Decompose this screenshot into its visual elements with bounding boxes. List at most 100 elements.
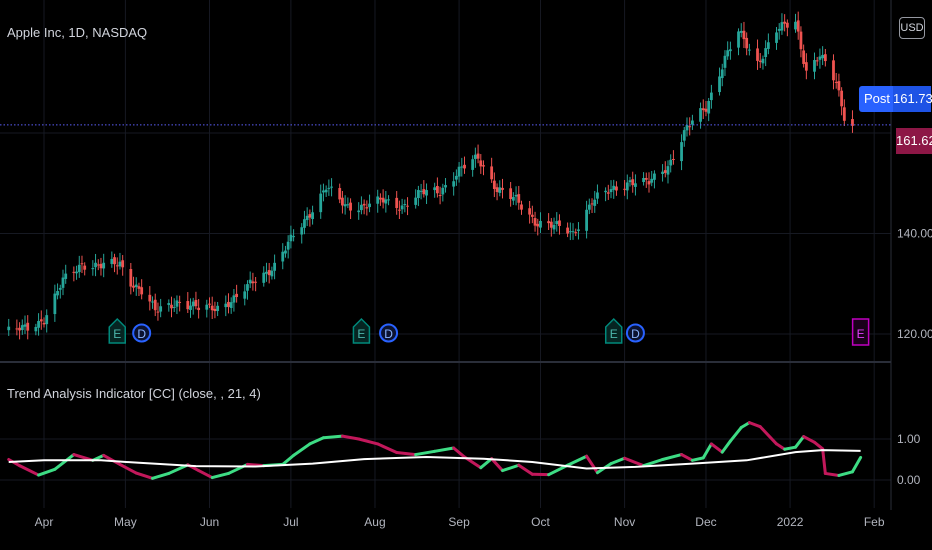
earnings-marker[interactable]: E bbox=[352, 317, 371, 344]
candle-body[interactable] bbox=[395, 197, 399, 208]
candle-body[interactable] bbox=[745, 37, 749, 49]
trend-line-segment[interactable] bbox=[623, 456, 646, 468]
candle-body[interactable] bbox=[661, 171, 664, 174]
candle-body[interactable] bbox=[338, 188, 342, 200]
candle-body[interactable] bbox=[273, 262, 277, 271]
candle-body[interactable] bbox=[357, 210, 361, 213]
candle-body[interactable] bbox=[341, 197, 344, 206]
dividend-marker[interactable]: D bbox=[625, 323, 645, 343]
candle-body[interactable] bbox=[23, 324, 27, 327]
candle-body[interactable] bbox=[61, 277, 65, 288]
candle-body[interactable] bbox=[631, 179, 635, 186]
candle-body[interactable] bbox=[609, 189, 613, 193]
candle-body[interactable] bbox=[362, 203, 366, 206]
trend-line-segment[interactable] bbox=[118, 462, 138, 475]
candle-body[interactable] bbox=[511, 197, 515, 201]
candle-body[interactable] bbox=[435, 186, 439, 194]
candle-body[interactable] bbox=[832, 60, 835, 81]
trend-line-segment[interactable] bbox=[281, 453, 296, 466]
candle-body[interactable] bbox=[80, 263, 84, 265]
candle-body[interactable] bbox=[794, 21, 797, 30]
candle-body[interactable] bbox=[265, 271, 268, 274]
candle-body[interactable] bbox=[384, 199, 388, 204]
candle-body[interactable] bbox=[785, 22, 789, 28]
candle-body[interactable] bbox=[558, 220, 561, 226]
candle-body[interactable] bbox=[34, 326, 38, 332]
candle-body[interactable] bbox=[267, 270, 271, 276]
earnings_upcoming-marker[interactable]: E bbox=[851, 318, 870, 346]
candle-body[interactable] bbox=[159, 306, 163, 312]
candle-body[interactable] bbox=[322, 190, 325, 193]
candle-body[interactable] bbox=[552, 224, 556, 230]
candle-body[interactable] bbox=[604, 190, 607, 193]
candle-body[interactable] bbox=[305, 215, 309, 221]
candle-body[interactable] bbox=[251, 281, 255, 284]
candle-body[interactable] bbox=[593, 199, 597, 206]
candle-body[interactable] bbox=[132, 285, 135, 288]
candle-body[interactable] bbox=[45, 315, 49, 325]
candle-body[interactable] bbox=[476, 153, 480, 159]
candle-body[interactable] bbox=[414, 197, 418, 205]
candle-body[interactable] bbox=[517, 194, 521, 203]
candle-body[interactable] bbox=[837, 81, 841, 91]
candle-body[interactable] bbox=[723, 55, 727, 68]
candle-body[interactable] bbox=[463, 164, 466, 169]
candle-body[interactable] bbox=[77, 264, 81, 273]
candle-body[interactable] bbox=[549, 221, 553, 228]
trend-line-segment[interactable] bbox=[720, 439, 732, 454]
candle-body[interactable] bbox=[349, 202, 352, 211]
candle-body[interactable] bbox=[612, 185, 616, 190]
candle-body[interactable] bbox=[514, 194, 518, 197]
candle-body[interactable] bbox=[547, 221, 551, 224]
candle-body[interactable] bbox=[568, 231, 572, 233]
trend-line-segment[interactable] bbox=[18, 464, 41, 477]
candle-body[interactable] bbox=[758, 60, 762, 62]
candle-body[interactable] bbox=[585, 209, 588, 231]
candle-body[interactable] bbox=[368, 203, 371, 208]
trend-line-segment[interactable] bbox=[340, 434, 361, 441]
candle-body[interactable] bbox=[669, 159, 673, 166]
candle-body[interactable] bbox=[153, 299, 157, 311]
candle-body[interactable] bbox=[360, 204, 363, 211]
candle-body[interactable] bbox=[229, 302, 233, 308]
trend-line-segment[interactable] bbox=[585, 454, 599, 475]
candle-body[interactable] bbox=[482, 165, 485, 167]
candle-body[interactable] bbox=[739, 30, 743, 33]
candle-body[interactable] bbox=[343, 204, 347, 207]
candle-body[interactable] bbox=[842, 107, 846, 121]
trend-line-segment[interactable] bbox=[566, 454, 589, 467]
candle-body[interactable] bbox=[663, 170, 667, 173]
candle-body[interactable] bbox=[403, 204, 407, 206]
candle-body[interactable] bbox=[39, 319, 43, 322]
candle-body[interactable] bbox=[37, 320, 40, 328]
trend-line-segment[interactable] bbox=[210, 471, 230, 480]
candle-body[interactable] bbox=[324, 189, 328, 193]
candle-body[interactable] bbox=[823, 54, 827, 62]
candle-body[interactable] bbox=[205, 304, 209, 310]
candle-body[interactable] bbox=[53, 293, 57, 315]
candle-body[interactable] bbox=[539, 220, 542, 228]
candle-body[interactable] bbox=[194, 299, 198, 307]
trend-line-segment[interactable] bbox=[500, 463, 521, 473]
trend-line-segment[interactable] bbox=[728, 426, 743, 443]
candle-body[interactable] bbox=[574, 232, 578, 234]
candle-body[interactable] bbox=[311, 212, 314, 220]
candle-body[interactable] bbox=[813, 60, 816, 72]
candle-body[interactable] bbox=[270, 270, 274, 277]
trend-line-segment[interactable] bbox=[395, 451, 418, 457]
candle-body[interactable] bbox=[118, 261, 122, 267]
candle-body[interactable] bbox=[102, 262, 106, 269]
candle-body[interactable] bbox=[818, 56, 822, 60]
trend-line-segment[interactable] bbox=[758, 425, 779, 446]
candle-body[interactable] bbox=[815, 60, 819, 62]
candle-body[interactable] bbox=[129, 269, 133, 287]
candle-body[interactable] bbox=[425, 190, 428, 196]
candle-body[interactable] bbox=[208, 303, 211, 305]
candle-body[interactable] bbox=[775, 32, 778, 43]
trend-line-segment[interactable] bbox=[680, 453, 694, 462]
candle-body[interactable] bbox=[292, 236, 295, 238]
candle-body[interactable] bbox=[213, 308, 217, 312]
candle-body[interactable] bbox=[148, 294, 152, 302]
candle-body[interactable] bbox=[802, 50, 806, 64]
candle-body[interactable] bbox=[501, 187, 504, 190]
